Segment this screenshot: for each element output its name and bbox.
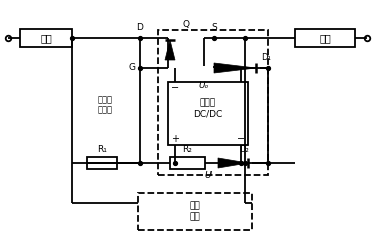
Text: Uᴵ: Uᴵ (205, 170, 213, 179)
Bar (87, 157, 117, 169)
Text: D₂: D₂ (239, 145, 249, 154)
Text: 隔离式
DC/DC: 隔离式 DC/DC (194, 99, 223, 118)
Text: D₁: D₁ (261, 54, 271, 63)
Bar (138, 193, 252, 230)
Polygon shape (165, 40, 175, 60)
Text: 电网: 电网 (40, 33, 52, 43)
Text: R₁: R₁ (97, 145, 107, 154)
Text: +: + (171, 134, 179, 144)
Text: Uₒ: Uₒ (199, 81, 209, 90)
Text: 负载: 负载 (319, 33, 331, 43)
Polygon shape (214, 63, 256, 73)
Bar (170, 157, 205, 169)
Text: R₂: R₂ (183, 145, 192, 154)
Text: 负压关
断电路: 负压关 断电路 (98, 95, 112, 115)
Text: G: G (129, 64, 135, 73)
Polygon shape (218, 158, 248, 168)
Text: −: − (237, 134, 245, 144)
Text: 吸收
电路: 吸收 电路 (190, 202, 200, 221)
Text: D: D (136, 24, 143, 33)
Text: Q: Q (183, 20, 189, 29)
Bar (20, 29, 72, 47)
Bar (295, 29, 355, 47)
Text: −: − (171, 83, 179, 93)
Bar (168, 82, 248, 145)
Bar (158, 30, 268, 175)
Text: S: S (211, 24, 217, 33)
